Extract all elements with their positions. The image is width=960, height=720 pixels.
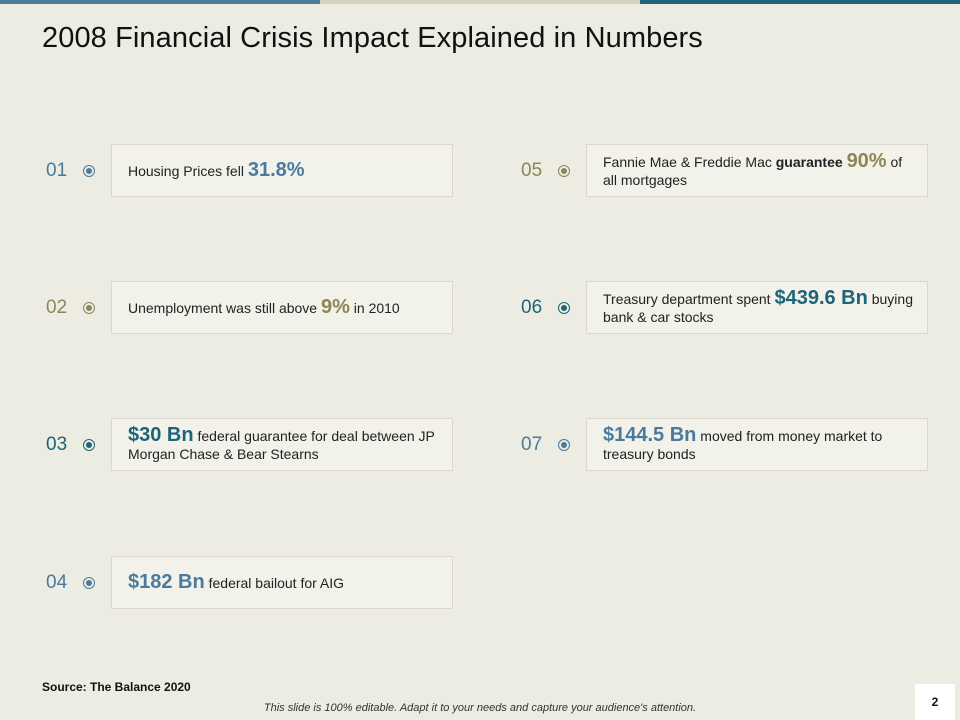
stat-highlight: $439.6 Bn xyxy=(774,287,868,309)
bullet-dot-icon xyxy=(558,439,570,451)
stat-card: $30 Bn federal guarantee for deal betwee… xyxy=(111,418,453,471)
stat-highlight: 9% xyxy=(320,296,350,318)
stat-text-part: Housing Prices fell xyxy=(128,163,248,179)
item-number: 07 xyxy=(521,434,543,455)
stat-highlight: $182 Bn xyxy=(128,571,205,593)
stat-text-part: moved from money market to treasury bond… xyxy=(603,428,883,462)
stat-text: $144.5 Bn moved from money market to tre… xyxy=(603,424,917,463)
bullet-dot-icon xyxy=(83,439,95,451)
bullet-dot-inner xyxy=(561,442,567,448)
stat-text-part: buying bank & car stocks xyxy=(603,291,913,325)
stat-bold-text: guarantee xyxy=(775,154,843,170)
bullet-dot-inner xyxy=(86,442,92,448)
bullet-dot-inner xyxy=(86,305,92,311)
item-number: 05 xyxy=(521,160,543,181)
bullet-dot-icon xyxy=(83,302,95,314)
top-accent-segment xyxy=(640,0,960,4)
stat-text-part: of all mortgages xyxy=(603,154,903,188)
bullet-dot-icon xyxy=(83,165,95,177)
stat-text: Fannie Mae & Freddie Mac guarantee 90% o… xyxy=(603,150,917,189)
stat-text-part: Fannie Mae & Freddie Mac xyxy=(603,154,776,170)
bullet-dot-inner xyxy=(86,580,92,586)
item-number: 06 xyxy=(521,297,543,318)
stat-highlight: 90% xyxy=(846,150,887,172)
bullet-dot-inner xyxy=(86,168,92,174)
source-note: Source: The Balance 2020 xyxy=(42,680,191,694)
stat-text-part: Unemployment was still above xyxy=(128,300,321,316)
stat-text-part: federal guarantee for deal between JP Mo… xyxy=(128,428,435,462)
top-accent-segment xyxy=(0,0,320,4)
item-number: 02 xyxy=(46,297,68,318)
stat-text-part: Treasury department spent xyxy=(603,291,775,307)
stat-text: Treasury department spent $439.6 Bn buyi… xyxy=(603,287,917,326)
stat-text-part: in 2010 xyxy=(349,300,400,316)
top-accent-bar xyxy=(0,0,960,4)
stat-text: Unemployment was still above 9% in 2010 xyxy=(128,296,400,318)
stat-highlight: 31.8% xyxy=(247,159,305,181)
bullet-dot-inner xyxy=(561,305,567,311)
stat-card: Treasury department spent $439.6 Bn buyi… xyxy=(586,281,928,334)
item-number: 04 xyxy=(46,572,68,593)
bullet-dot-icon xyxy=(558,302,570,314)
top-accent-segment xyxy=(320,0,640,4)
stat-text: $182 Bn federal bailout for AIG xyxy=(128,571,345,593)
bullet-dot-icon xyxy=(83,577,95,589)
stat-card: $182 Bn federal bailout for AIG xyxy=(111,556,453,609)
stat-text: Housing Prices fell 31.8% xyxy=(128,159,305,181)
stat-highlight: $30 Bn xyxy=(128,424,194,446)
slide-title: 2008 Financial Crisis Impact Explained i… xyxy=(42,22,703,54)
stat-highlight: $144.5 Bn xyxy=(603,424,697,446)
bullet-dot-inner xyxy=(561,168,567,174)
item-number: 01 xyxy=(46,160,68,181)
stat-card: Unemployment was still above 9% in 2010 xyxy=(111,281,453,334)
stat-card: $144.5 Bn moved from money market to tre… xyxy=(586,418,928,471)
bullet-dot-icon xyxy=(558,165,570,177)
page-number: 2 xyxy=(915,684,955,720)
stat-text-part: federal bailout for AIG xyxy=(204,575,345,591)
editable-footnote: This slide is 100% editable. Adapt it to… xyxy=(263,702,697,714)
stat-card: Fannie Mae & Freddie Mac guarantee 90% o… xyxy=(586,144,928,197)
stat-text: $30 Bn federal guarantee for deal betwee… xyxy=(128,424,442,463)
stat-card: Housing Prices fell 31.8% xyxy=(111,144,453,197)
item-number: 03 xyxy=(46,434,68,455)
